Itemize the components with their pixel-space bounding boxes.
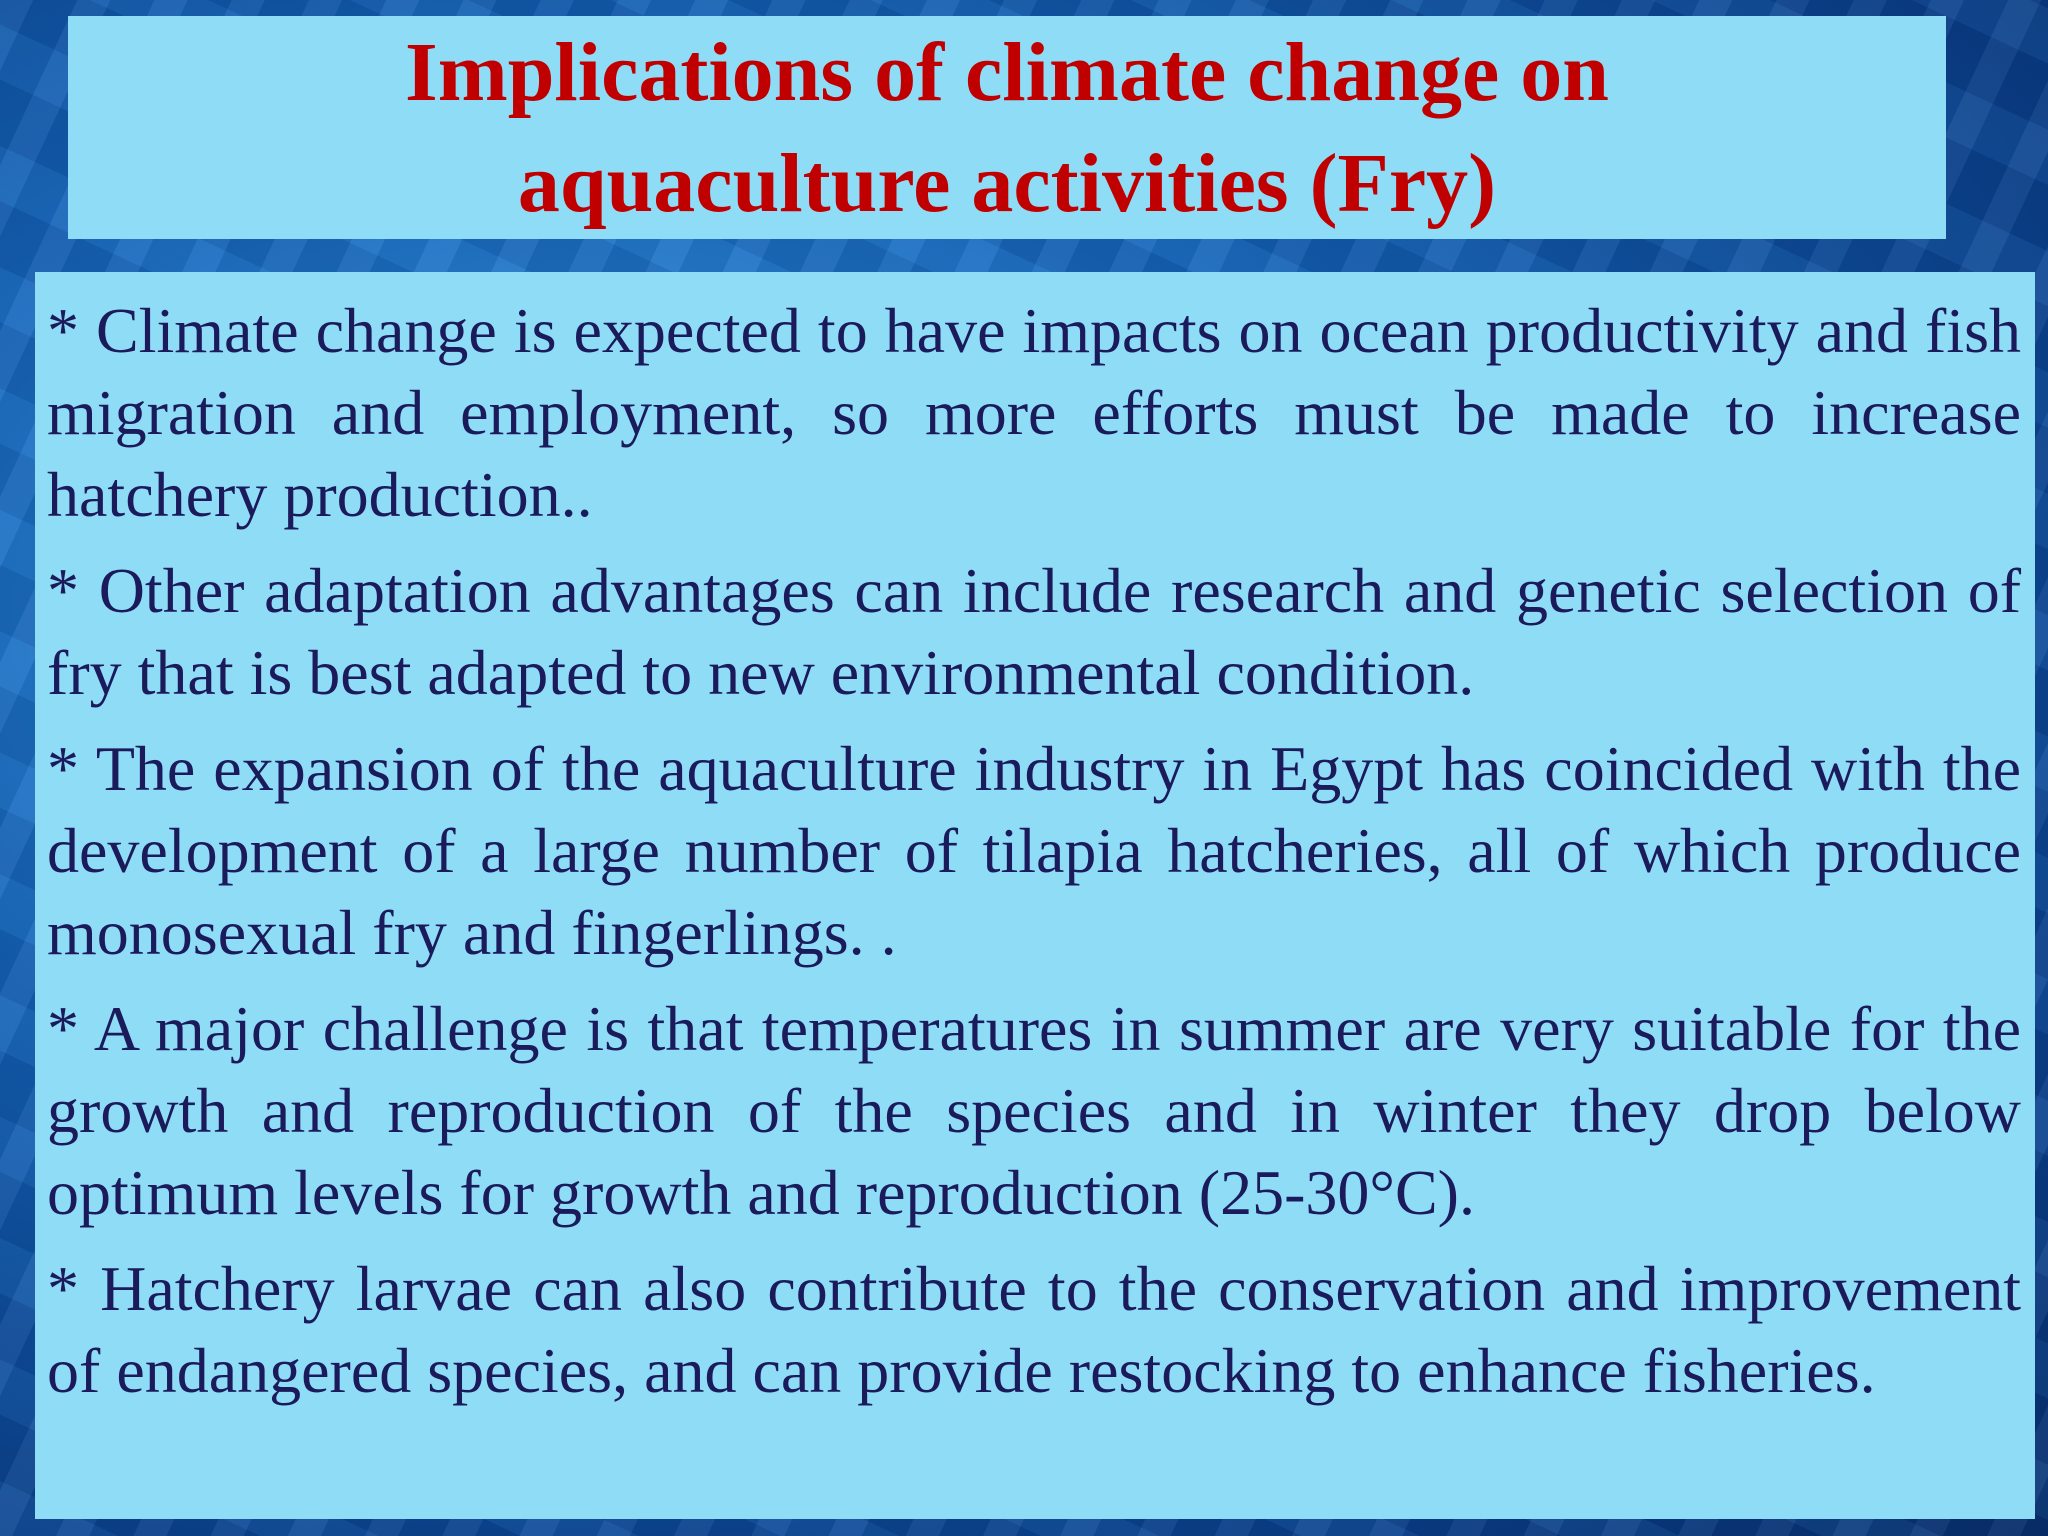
bullet-paragraph: * Climate change is expected to have imp… [47, 295, 2021, 530]
bullet-paragraph: * Other adaptation advantages can includ… [47, 555, 2021, 708]
bullet-paragraph: * A major challenge is that temperatures… [47, 993, 2021, 1228]
body-box: * Climate change is expected to have imp… [35, 272, 2035, 1519]
bullet-paragraph: * Hatchery larvae can also contribute to… [47, 1253, 2021, 1406]
title-line: Implications of climate change on [405, 25, 1609, 119]
title-line: aquaculture activities (Fry) [517, 136, 1497, 230]
bullet-paragraph: * The expansion of the aquaculture indus… [47, 733, 2021, 968]
title-box: Implications of climate change on aquacu… [68, 16, 1946, 239]
